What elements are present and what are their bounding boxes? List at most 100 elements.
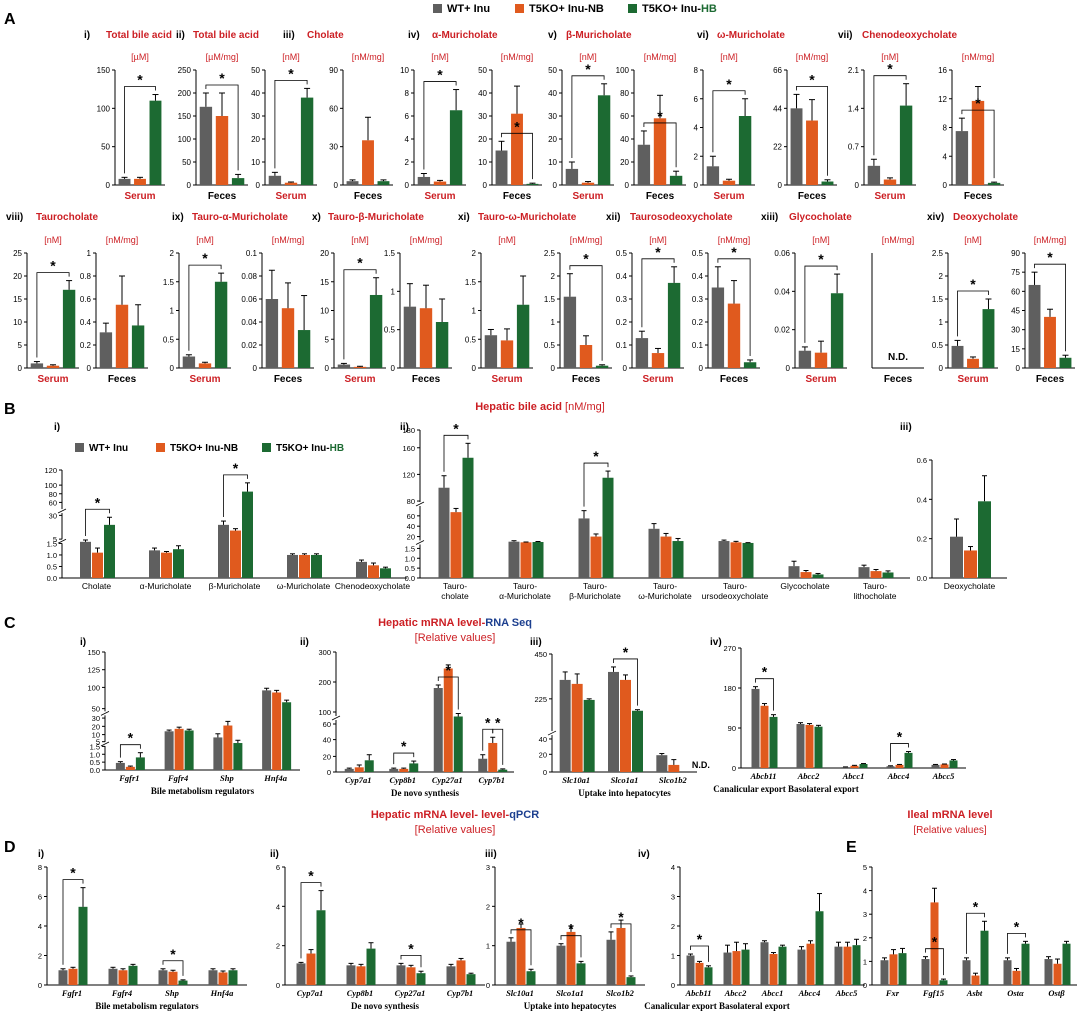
bar-wt — [344, 768, 354, 772]
section-label-a: A — [4, 11, 16, 28]
bar-wt — [656, 755, 668, 772]
panel-roman: iv) — [408, 30, 420, 41]
bar-hb — [1021, 943, 1030, 985]
bar-hb — [228, 970, 238, 985]
sig-bracket — [36, 272, 70, 358]
sig-star: * — [568, 921, 574, 937]
y-tick-label: 0.5 — [616, 249, 628, 258]
sig-bracket — [796, 85, 828, 176]
bar-nb — [695, 962, 704, 985]
chart-a-xii-s: 0 0.1 0.2 0.3 0.4 0.5 [nM] xii) Taurosodeoxychol… — [606, 212, 733, 385]
bar-nb — [168, 971, 178, 985]
bar-hb — [632, 710, 643, 772]
bar-wt — [635, 338, 649, 368]
panel-roman: iii) — [283, 30, 295, 41]
legend-b-label-wt: WT+ Inu — [89, 443, 128, 454]
sig-bracket — [437, 676, 459, 710]
axis-break-mark — [100, 711, 110, 716]
sig-star: * — [437, 67, 443, 83]
y-tick-label: 1.4 — [848, 104, 860, 113]
y-tick-label: 225 — [534, 695, 547, 704]
y-tick-label: 100 — [87, 683, 100, 692]
panel-roman: xiii) — [761, 212, 778, 223]
legend-swatch-hb — [628, 4, 637, 13]
y-tick-label: 30 — [478, 112, 487, 121]
y-tick-label: 5 — [325, 335, 330, 344]
category-label: Cyp8b1 — [390, 775, 416, 785]
axis-break-mark — [57, 538, 67, 544]
sig-bracket — [119, 744, 141, 758]
y-tick-label: 0 — [325, 364, 330, 373]
y-tick-label: 1.5 — [163, 278, 175, 287]
chart-d-iii: 0 1 2 3 iii) Slc10a1 Slco1a1 Slco1b2 * * * Uptake i… — [485, 849, 645, 1011]
category-label: Cyp7b1 — [479, 775, 505, 785]
chart-a-vii-s: 0 0.7 1.4 2.1 [nM] vii) Chenodeoxycholate Serum… — [838, 30, 957, 202]
y-tick-label: 450 — [534, 650, 547, 659]
bar-hb — [242, 491, 253, 578]
bar-hb — [576, 963, 586, 985]
category-label: Cyp27a1 — [432, 775, 463, 785]
category-label: Cyp7a1 — [345, 775, 371, 785]
y-tick-label: 0.5 — [163, 335, 175, 344]
y-tick-label: 40 — [323, 736, 331, 745]
sig-star: * — [697, 931, 703, 947]
chart-e: 0 1 2 3 4 5 Fxr Fgf15 Asbt Ostα Ostβ * * * — [863, 863, 1077, 998]
bar-wt — [58, 970, 68, 985]
bar-wt — [115, 762, 125, 770]
bar-nb — [732, 951, 741, 985]
y-tick-label: 300 — [318, 648, 331, 657]
bar-nb — [971, 100, 985, 185]
y-tick-label: 3 — [863, 910, 867, 919]
sig-bracket — [610, 923, 632, 972]
sig-star: * — [618, 909, 624, 925]
bar-nb — [930, 902, 939, 985]
sig-bracket — [300, 882, 322, 959]
y-tick-label: 20 — [92, 722, 100, 731]
y-tick-label: 1 — [863, 957, 867, 966]
bar-wt — [880, 960, 889, 985]
y-tick-label: 30 — [329, 143, 338, 152]
x-axis-label: Feces — [798, 191, 827, 202]
bar-nb — [805, 724, 814, 768]
sig-star: * — [485, 714, 491, 730]
category-label: Fxr — [885, 988, 900, 998]
sig-star: * — [583, 251, 589, 267]
legend-swatch-wt — [433, 4, 442, 13]
bar-wt — [608, 671, 619, 772]
y-tick-label: 0.5 — [544, 341, 556, 350]
bar-nb — [272, 692, 282, 770]
y-tick-label: 1.5 — [932, 295, 944, 304]
y-tick-label: 150 — [97, 66, 111, 75]
bar-hb — [453, 716, 463, 772]
y-tick-label: 1 — [87, 249, 92, 258]
sig-star: * — [288, 65, 294, 81]
not-detected-label: N.D. — [692, 760, 710, 770]
sig-star: * — [657, 108, 663, 124]
y-tick-label: 0 — [170, 364, 175, 373]
y-tick-label: 50 — [548, 66, 557, 75]
unit-label: [nM] — [964, 235, 982, 245]
bar-wt — [796, 724, 805, 768]
legend-b-label-hb: T5KO+ Inu-HB — [276, 443, 344, 454]
category-label: Abcb11 — [750, 771, 777, 781]
axis-break — [101, 742, 300, 747]
y-tick-label: 20 — [13, 272, 22, 281]
y-tick-label: 60 — [329, 104, 338, 113]
category-label: Ostβ — [1048, 988, 1065, 998]
y-tick-label: 1 — [671, 952, 675, 961]
panel-roman: ix) — [172, 212, 184, 223]
bar-hb — [369, 294, 383, 368]
bar-nb — [571, 683, 583, 772]
sig-star: * — [762, 664, 768, 680]
bar-hb — [282, 702, 292, 770]
y-tick-label: 0.8 — [80, 272, 92, 281]
sig-bracket — [643, 122, 677, 168]
x-axis-label: Uptake into hepatocytes — [578, 788, 671, 798]
sig-bracket — [571, 75, 605, 158]
category-label: Slco1b2 — [659, 775, 688, 785]
category-label: Hnf4a — [263, 773, 287, 783]
bar-hb — [583, 699, 595, 772]
unit-label: [nM/mg] — [106, 235, 139, 245]
panel-roman: x) — [312, 212, 321, 223]
